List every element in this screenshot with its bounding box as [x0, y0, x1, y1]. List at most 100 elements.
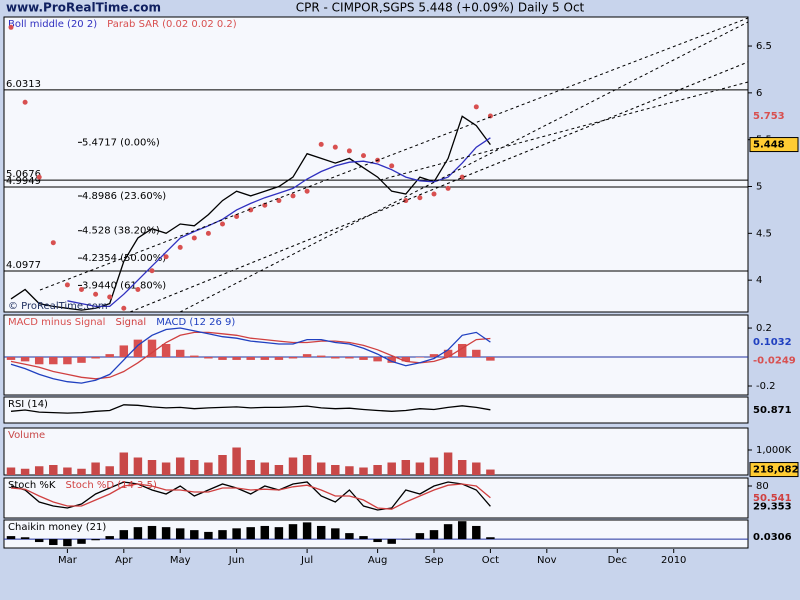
bar [316, 355, 326, 358]
bar [443, 349, 453, 358]
y-tick-label: 6 [756, 88, 762, 99]
x-tick-label: Mar [58, 555, 78, 566]
bar [63, 539, 72, 547]
bar [218, 455, 227, 475]
bar [260, 357, 270, 360]
bar [331, 465, 340, 475]
bar [246, 527, 255, 540]
chart-title: CPR - CIMPOR,SGPS 5.448 (+0.09%) Daily 5… [296, 1, 585, 15]
sar-dot [93, 291, 99, 297]
trend-line [179, 21, 749, 313]
x-tick-label: Oct [482, 555, 499, 566]
bar [49, 465, 58, 475]
bar [91, 539, 100, 541]
legend-entry: Volume [8, 430, 45, 441]
fib-label: 4.528 (38.20%) [82, 226, 160, 237]
y-tick-label: 6.5 [756, 41, 772, 52]
sar-dot [403, 198, 409, 204]
series-line [10, 404, 491, 414]
bar [34, 357, 44, 365]
panel [3, 519, 749, 549]
sar-dot [36, 174, 42, 180]
bar [401, 539, 411, 540]
bar [105, 536, 114, 540]
bar [429, 354, 439, 358]
bar [147, 339, 157, 358]
fib-label: 4.2354 (50.00%) [82, 253, 166, 264]
x-tick-label: 2010 [661, 555, 686, 566]
bar [415, 357, 425, 358]
bar [119, 530, 129, 540]
bar [6, 467, 16, 475]
sar-dot [290, 193, 296, 199]
sar-dot [431, 191, 437, 197]
bar [133, 457, 143, 475]
sar-dot [417, 195, 423, 201]
series-line [10, 331, 491, 380]
bar [274, 465, 284, 475]
series-line [10, 115, 491, 311]
bar [91, 462, 100, 475]
sar-dot [346, 148, 352, 154]
bar [20, 357, 30, 362]
y-tick-label: 5 [756, 182, 762, 193]
trend-line [39, 17, 749, 291]
last-value-label: -0.0249 [753, 356, 796, 367]
bar [429, 457, 439, 475]
legend-entry: Chaikin money (21) [8, 522, 106, 533]
bar [204, 531, 213, 540]
bar [190, 355, 199, 358]
bar [161, 527, 171, 540]
sar-dot [262, 202, 268, 208]
bar [105, 466, 114, 475]
legend-entry: Boll middle (20 2) [8, 19, 97, 30]
bar [204, 462, 213, 475]
sar-dot [64, 282, 70, 288]
bar [359, 467, 368, 475]
last-value-label: 0.0306 [753, 532, 792, 543]
sar-dot [473, 104, 479, 110]
bar [288, 524, 298, 540]
bar [359, 357, 368, 360]
sar-dot [177, 244, 183, 250]
last-value-label: 50.871 [753, 405, 792, 416]
legend-entry: MACD minus Signal [8, 317, 105, 328]
bar [77, 539, 86, 544]
bar [316, 525, 326, 540]
bar [232, 357, 241, 360]
bar [77, 468, 86, 475]
fib-label: 5.4717 (0.00%) [82, 137, 160, 148]
bar [415, 462, 425, 475]
bar [443, 452, 453, 475]
bar [373, 465, 382, 475]
sar-dot [205, 230, 211, 236]
bar [288, 457, 298, 475]
bar [331, 528, 340, 540]
bar [288, 357, 298, 359]
sar-dot [163, 254, 169, 260]
bar [302, 522, 312, 540]
sar-dot [121, 305, 127, 311]
x-tick-label: Apr [115, 555, 133, 566]
sar-dot [304, 188, 310, 194]
y-tick-label: 4 [756, 275, 762, 286]
last-value-label: 29.353 [753, 501, 792, 512]
series-line [10, 481, 491, 511]
bar [232, 528, 241, 540]
sar-dot [361, 153, 366, 159]
bar [486, 357, 495, 361]
bar [218, 357, 227, 360]
bar [260, 462, 270, 475]
bar [401, 460, 411, 475]
legend-entry: Parab SAR (0.02 0.02 0.2) [107, 19, 237, 30]
panel [3, 477, 749, 519]
fib-label: 3.9440 (61.80%) [82, 280, 166, 291]
level-label: 4.0977 [6, 260, 41, 271]
bar [133, 339, 143, 358]
last-value-box [749, 462, 799, 478]
bar [373, 539, 382, 543]
x-tick-label: May [170, 555, 191, 566]
series-line [10, 327, 491, 384]
bar [429, 530, 439, 540]
bar [63, 357, 72, 365]
